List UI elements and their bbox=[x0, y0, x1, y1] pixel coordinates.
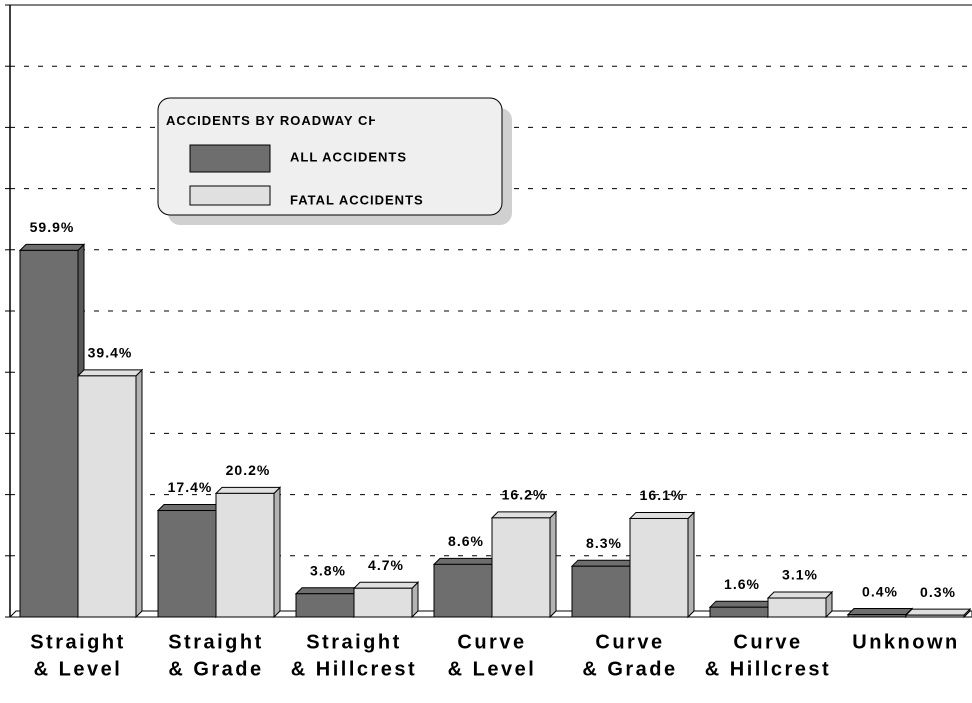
value-label: 17.4% bbox=[168, 479, 213, 495]
bar-top bbox=[628, 511, 696, 519]
legend-title-text: ACCIDENTS BY ROADWAY CHARACTER bbox=[166, 113, 449, 128]
bar-top bbox=[490, 511, 558, 519]
x-tick-label: Curve bbox=[457, 631, 526, 653]
bar bbox=[76, 368, 144, 619]
x-tick-label: Straight bbox=[30, 631, 126, 653]
bar-front bbox=[709, 606, 769, 618]
value-label: 20.2% bbox=[226, 462, 271, 478]
bar-front bbox=[491, 517, 551, 618]
x-tick-label: Curve bbox=[595, 631, 664, 653]
bar-front bbox=[19, 249, 79, 618]
grid bbox=[5, 4, 972, 618]
x-tick-label: & Level bbox=[34, 658, 123, 680]
bar bbox=[708, 600, 776, 619]
bar-top bbox=[766, 591, 834, 599]
bar-top bbox=[904, 608, 972, 616]
value-label: 3.1% bbox=[782, 567, 818, 583]
bar-top bbox=[846, 608, 914, 616]
bar bbox=[766, 590, 834, 619]
bar-front bbox=[629, 517, 689, 618]
bar-front bbox=[353, 587, 413, 618]
bar bbox=[432, 557, 500, 619]
bar bbox=[628, 511, 696, 619]
bar-front bbox=[215, 492, 275, 618]
bar-top bbox=[570, 559, 638, 567]
legend: ACCIDENTS BY ROADWAY CHARACTER ALL ACCID… bbox=[157, 97, 512, 225]
bar bbox=[846, 607, 914, 619]
value-label: 16.1% bbox=[640, 487, 685, 503]
bar bbox=[294, 586, 362, 619]
x-tick-label: Unknown bbox=[852, 631, 960, 653]
bar-top bbox=[432, 557, 500, 565]
x-tick-label: & Grade bbox=[582, 658, 677, 680]
bar-top bbox=[18, 243, 86, 251]
bar-front bbox=[571, 565, 631, 618]
x-tick-label: & Grade bbox=[168, 658, 263, 680]
bar-side bbox=[687, 511, 695, 619]
value-label: 16.2% bbox=[502, 487, 547, 503]
bar-top bbox=[352, 581, 420, 589]
x-tick-label: & Hillcrest bbox=[291, 658, 417, 680]
bar-side bbox=[135, 368, 143, 619]
bar-front bbox=[157, 510, 217, 618]
x-tick-label: & Level bbox=[448, 658, 537, 680]
bar-side bbox=[273, 486, 281, 619]
x-tick-label: Straight bbox=[168, 631, 264, 653]
legend-title: ACCIDENTS BY ROADWAY CHARACTER bbox=[166, 113, 449, 128]
bar bbox=[156, 503, 224, 619]
value-label: 0.4% bbox=[862, 583, 898, 599]
bar-top bbox=[294, 587, 362, 595]
value-label: 8.3% bbox=[586, 535, 622, 551]
value-label: 3.8% bbox=[310, 562, 346, 578]
bar bbox=[904, 607, 972, 619]
bar-front bbox=[905, 614, 965, 618]
bar bbox=[570, 558, 638, 619]
value-label: 59.9% bbox=[30, 219, 75, 235]
value-label: 0.3% bbox=[920, 584, 956, 600]
bar-front bbox=[433, 563, 493, 618]
bar bbox=[490, 510, 558, 619]
bar bbox=[214, 486, 282, 619]
legend-swatch bbox=[189, 144, 271, 173]
value-label: 1.6% bbox=[724, 576, 760, 592]
legend-swatch bbox=[189, 185, 271, 206]
bar-front bbox=[77, 375, 137, 618]
value-label: 8.6% bbox=[448, 533, 484, 549]
legend-label: FATAL ACCIDENTS bbox=[290, 192, 424, 207]
bar-top bbox=[708, 600, 776, 608]
bar bbox=[352, 581, 420, 619]
bars: 59.9% 39.4% 17.4% 20.2% 3.8% 4.7% 8.6% 16.2% 8.3… bbox=[18, 219, 972, 619]
bar-top bbox=[76, 369, 144, 377]
bar-front bbox=[767, 597, 827, 618]
x-tick-label: Curve bbox=[733, 631, 802, 653]
bar-front bbox=[847, 614, 907, 618]
bar-top bbox=[214, 486, 282, 494]
bar-top bbox=[156, 504, 224, 512]
bar-side bbox=[549, 510, 557, 619]
value-label: 4.7% bbox=[368, 557, 404, 573]
x-tick-label: & Hillcrest bbox=[705, 658, 831, 680]
bar bbox=[18, 243, 86, 619]
legend-label: ALL ACCIDENTS bbox=[290, 149, 407, 164]
x-tick-label: Straight bbox=[306, 631, 402, 653]
bar-front bbox=[295, 593, 355, 618]
value-label: 39.4% bbox=[88, 345, 133, 361]
